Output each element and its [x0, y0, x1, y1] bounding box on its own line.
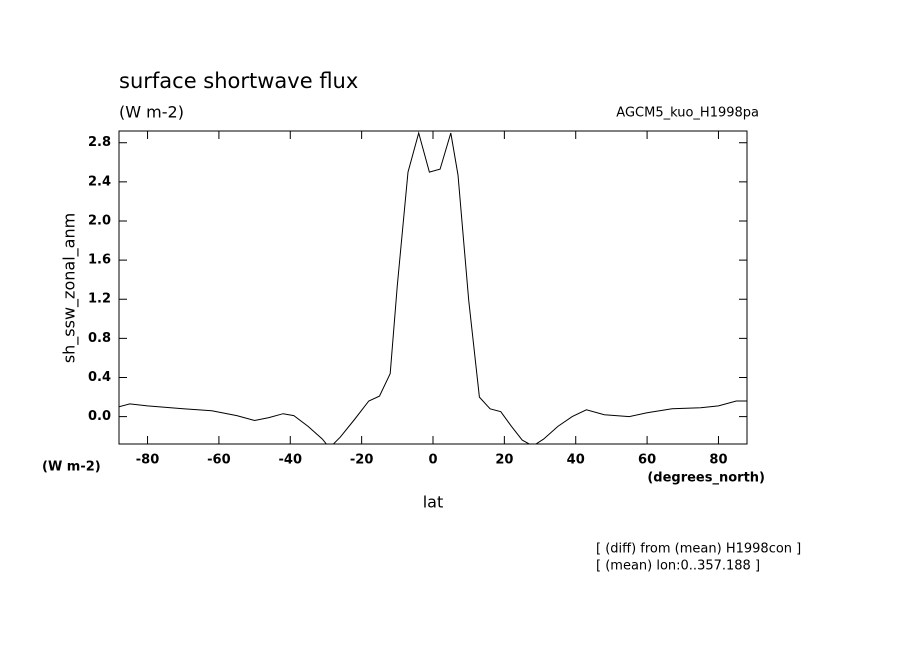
x-tick-label: -60 [207, 453, 231, 468]
x-tick-label: 60 [638, 453, 656, 468]
note: [ (mean) lon:0..357.188 ] [596, 559, 760, 574]
plot-frame [118, 130, 748, 445]
chart-title: surface shortwave flux [119, 69, 358, 93]
y-tick-label: 0.0 [88, 409, 111, 424]
annotation: AGCM5_kuo_H1998pa [616, 106, 759, 121]
x-tick-label: 0 [428, 453, 437, 468]
y-tick-label: 1.6 [88, 253, 111, 268]
x-tick-label: 40 [567, 453, 585, 468]
x-tick-label: 80 [709, 453, 727, 468]
y-tick-label: 0.8 [88, 331, 111, 346]
y-unit: (W m-2) [42, 460, 101, 475]
y-tick-label: 2.8 [88, 135, 111, 150]
y-axis-label: sh_ssw_zonal_anm [60, 213, 80, 363]
x-tick-label: 20 [495, 453, 513, 468]
data-line [119, 131, 747, 444]
x-tick-label: -40 [279, 453, 303, 468]
x-tick-label: -20 [350, 453, 374, 468]
x-tick-label: -80 [136, 453, 160, 468]
y-tick-label: 1.2 [88, 292, 111, 307]
note: [ (diff) from (mean) H1998con ] [596, 542, 801, 557]
y-tick-label: 2.0 [88, 213, 111, 228]
y-tick-label: 2.4 [88, 174, 111, 189]
y-tick-label: 0.4 [88, 370, 111, 385]
x-unit: (degrees_north) [647, 471, 765, 486]
x-axis-label: lat [423, 493, 444, 512]
subtitle: (W m-2) [119, 103, 184, 122]
